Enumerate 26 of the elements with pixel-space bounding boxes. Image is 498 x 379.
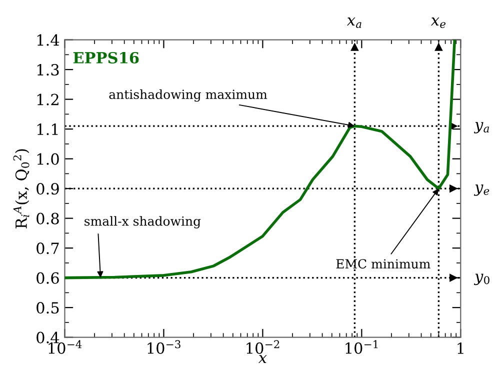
y-tick-label: 1.4 <box>37 34 60 46</box>
x-axis-title: x <box>258 355 267 364</box>
x-tick-label: 10$^{−3}$ <box>148 340 180 354</box>
y-tick-label: 0.7 <box>36 242 59 254</box>
y-tick-label: 1.3 <box>37 64 59 76</box>
x-tick-label: 1 <box>458 342 464 354</box>
y-tick-label: 0.6 <box>36 272 59 284</box>
y-tick-label: 1.2 <box>37 94 58 106</box>
y-tick-label: 0.5 <box>36 302 59 314</box>
text: EPPS16 <box>73 52 139 64</box>
y-axis-title: R$_{i}$$^{A}$(x, Q$_{0}$$^{2}$) <box>13 149 30 228</box>
x-tick-label: 10$^{−1}$ <box>346 340 378 354</box>
y-tick-label: 1.1 <box>37 124 58 136</box>
y-tick-label: 1.0 <box>37 153 59 165</box>
ref-line-label: y$_{a}$ <box>474 122 489 134</box>
ref-line-label: y$_{e}$ <box>474 184 490 196</box>
ref-line-label: x$_{e}$ <box>430 18 446 28</box>
y-tick-label: 0.4 <box>36 332 60 344</box>
x-tick-label: 10$^{−2}$ <box>246 340 280 354</box>
ref-line-label: y$_{0}$ <box>474 274 490 286</box>
annotation: EMC minimum <box>336 259 430 269</box>
y-tick-label: 0.9 <box>36 183 59 195</box>
y-tick-label: 0.8 <box>36 212 59 224</box>
ref-line-label: x$_{a}$ <box>346 18 362 28</box>
annotation: small-x shadowing <box>84 216 201 228</box>
annotation: antishadowing maximum <box>109 89 268 102</box>
